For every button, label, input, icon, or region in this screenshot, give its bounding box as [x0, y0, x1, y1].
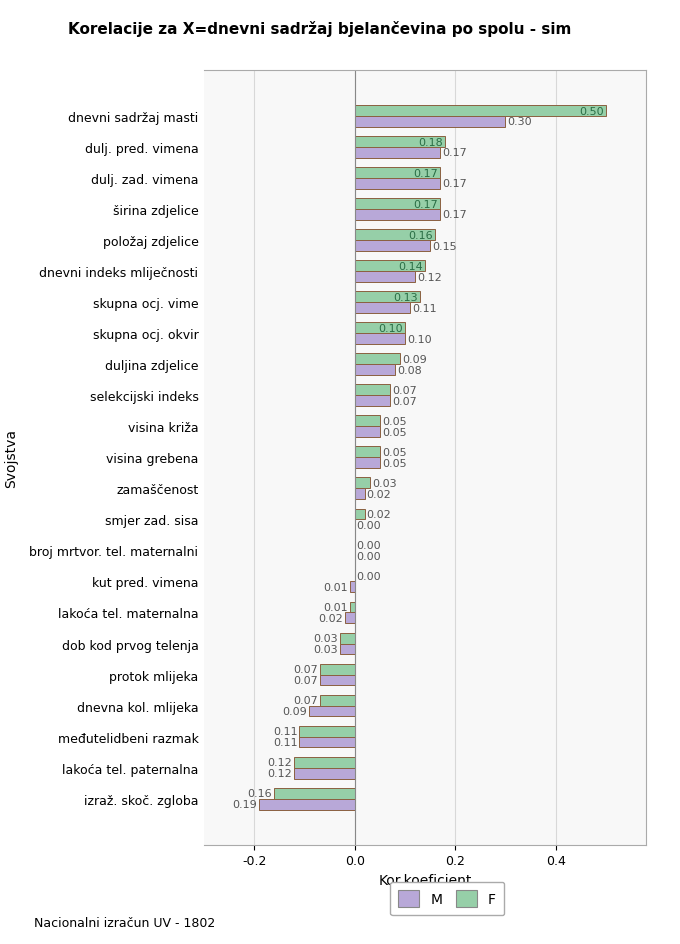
Bar [355, 458, 380, 468]
Text: 0.00: 0.00 [357, 520, 381, 531]
Text: 0.05: 0.05 [381, 416, 407, 427]
Text: 0.00: 0.00 [357, 551, 381, 562]
Bar [355, 478, 370, 489]
Text: 0.01: 0.01 [323, 602, 347, 613]
Text: 0.00: 0.00 [357, 571, 381, 582]
Bar [320, 664, 355, 675]
Y-axis label: Svojstva: Svojstva [4, 429, 18, 487]
Bar [355, 199, 440, 210]
Text: 0.07: 0.07 [293, 665, 318, 674]
Bar [355, 447, 380, 458]
Text: 0.07: 0.07 [293, 696, 318, 705]
Bar [355, 385, 390, 396]
Text: 0.12: 0.12 [268, 768, 292, 778]
Text: 0.17: 0.17 [442, 211, 467, 220]
Bar [350, 602, 355, 613]
Bar [355, 323, 405, 334]
Bar [355, 354, 400, 364]
Bar [355, 230, 435, 241]
Text: 0.16: 0.16 [248, 788, 272, 799]
Text: 0.03: 0.03 [372, 479, 396, 488]
Text: 0.12: 0.12 [268, 757, 292, 767]
Bar [355, 303, 410, 313]
Bar [345, 613, 355, 624]
Text: 0.03: 0.03 [313, 633, 337, 644]
Text: 0.03: 0.03 [313, 644, 337, 654]
Text: 0.05: 0.05 [381, 428, 407, 437]
Text: 0.50: 0.50 [579, 107, 604, 116]
Bar [259, 799, 355, 810]
Bar [355, 261, 425, 272]
Text: 0.11: 0.11 [412, 303, 437, 313]
Bar [320, 695, 355, 706]
Text: 0.11: 0.11 [273, 727, 297, 736]
Text: 0.18: 0.18 [418, 138, 443, 147]
Text: 0.13: 0.13 [393, 293, 418, 302]
Text: Korelacije za X=dnevni sadržaj bjelančevina po spolu - sim: Korelacije za X=dnevni sadržaj bjelančev… [68, 21, 571, 37]
Bar [355, 334, 405, 345]
Bar [274, 788, 355, 799]
Bar [355, 509, 364, 520]
Bar [355, 210, 440, 221]
Text: 0.11: 0.11 [273, 737, 297, 748]
Text: 0.02: 0.02 [367, 510, 392, 519]
Bar [350, 582, 355, 593]
Text: 0.05: 0.05 [381, 447, 407, 458]
Text: 0.01: 0.01 [323, 582, 347, 592]
Text: 0.12: 0.12 [417, 272, 442, 282]
Text: 0.07: 0.07 [392, 385, 417, 396]
Bar [355, 427, 380, 438]
Bar [299, 737, 355, 748]
Text: 0.05: 0.05 [381, 458, 407, 468]
Text: 0.02: 0.02 [318, 614, 343, 623]
Text: 0.07: 0.07 [392, 396, 417, 406]
Text: 0.09: 0.09 [283, 706, 307, 716]
Bar [309, 706, 355, 716]
Bar [355, 148, 440, 159]
Bar [355, 117, 505, 127]
Text: 0.30: 0.30 [507, 117, 532, 127]
Bar [355, 178, 440, 190]
Text: 0.19: 0.19 [233, 800, 257, 809]
Legend: M, F: M, F [390, 882, 505, 916]
Bar [355, 489, 364, 499]
Text: 0.17: 0.17 [413, 168, 438, 178]
Bar [320, 675, 355, 685]
Bar [355, 396, 390, 407]
Text: 0.15: 0.15 [432, 242, 457, 251]
Text: 0.08: 0.08 [397, 365, 422, 376]
Text: 0.14: 0.14 [398, 261, 423, 272]
Bar [355, 272, 415, 282]
Bar [355, 106, 606, 117]
Bar [294, 757, 355, 767]
Text: 0.16: 0.16 [409, 230, 433, 241]
Bar [355, 292, 420, 303]
Text: 0.17: 0.17 [442, 148, 467, 159]
Text: 0.10: 0.10 [378, 324, 403, 333]
Text: 0.00: 0.00 [357, 540, 381, 550]
Text: 0.10: 0.10 [407, 334, 432, 345]
Bar [299, 726, 355, 737]
Bar [355, 364, 395, 376]
Bar [294, 767, 355, 779]
Bar [355, 137, 445, 148]
Text: 0.02: 0.02 [367, 489, 392, 499]
X-axis label: Kor.koeficient: Kor.koeficient [378, 873, 472, 887]
Text: 0.17: 0.17 [413, 199, 438, 210]
Bar [355, 168, 440, 178]
Text: 0.09: 0.09 [402, 354, 426, 364]
Text: 0.07: 0.07 [293, 675, 318, 685]
Text: 0.17: 0.17 [442, 179, 467, 189]
Text: Nacionalni izračun UV - 1802: Nacionalni izračun UV - 1802 [34, 916, 216, 929]
Bar [339, 644, 355, 655]
Bar [355, 241, 430, 252]
Bar [339, 633, 355, 644]
Bar [355, 416, 380, 427]
